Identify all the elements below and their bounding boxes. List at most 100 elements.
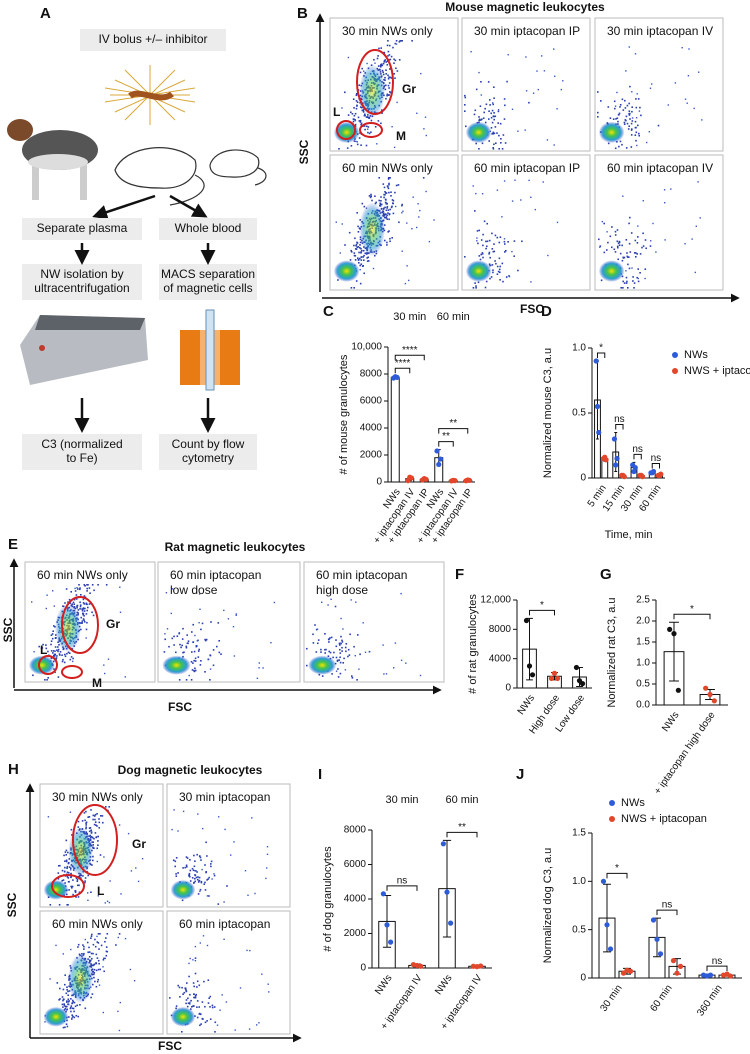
event-dot — [178, 632, 180, 635]
density-core — [465, 121, 492, 144]
event-dot — [485, 280, 488, 283]
event-dot — [385, 69, 387, 71]
event-dot — [63, 1004, 65, 1006]
event-dot — [93, 968, 96, 971]
event-dot — [597, 111, 599, 114]
event-dot — [79, 587, 81, 589]
event-dot — [85, 602, 88, 605]
event-dot — [636, 276, 638, 279]
event-dot — [380, 122, 382, 125]
event-dot — [634, 126, 637, 129]
event-dot — [79, 1004, 81, 1006]
event-dot — [600, 279, 603, 282]
significance-bracket — [633, 453, 642, 460]
event-dot — [270, 642, 272, 644]
event-dot — [379, 203, 382, 206]
event-dot — [226, 885, 228, 887]
step-text: Separate plasma — [37, 221, 128, 235]
event-dot — [476, 230, 479, 232]
event-dot — [251, 817, 253, 819]
event-dot — [94, 938, 96, 941]
event-dot — [44, 1021, 46, 1023]
significance-label: ns — [632, 444, 643, 455]
event-dot — [642, 200, 644, 202]
event-dot — [359, 106, 362, 108]
event-dot — [367, 126, 370, 128]
event-dot — [499, 236, 502, 238]
event-dot — [337, 279, 339, 281]
event-dot — [76, 587, 78, 589]
event-dot — [91, 971, 94, 973]
event-dot — [225, 1001, 228, 1003]
event-dot — [191, 669, 194, 671]
event-dot — [630, 129, 633, 131]
event-dot — [357, 231, 360, 233]
event-dot — [392, 202, 394, 204]
event-dot — [625, 119, 627, 122]
event-dot — [609, 117, 612, 119]
event-dot — [83, 621, 86, 623]
event-dot — [93, 837, 95, 840]
panel-label: A — [40, 5, 51, 22]
data-point — [380, 891, 386, 897]
event-dot — [623, 256, 626, 259]
event-dot — [83, 584, 86, 586]
event-dot — [331, 673, 333, 675]
event-dot — [91, 933, 93, 936]
event-dot — [478, 118, 481, 121]
y-tick-label: 10,000 — [351, 342, 382, 353]
event-dot — [503, 118, 506, 120]
gate-label: Gr — [132, 837, 146, 851]
event-dot — [420, 72, 422, 75]
event-dot — [188, 674, 190, 677]
event-dot — [359, 264, 361, 267]
event-dot — [464, 96, 467, 99]
event-dot — [129, 968, 132, 971]
event-dot — [67, 904, 69, 906]
event-dot — [99, 968, 101, 971]
event-dot — [204, 639, 207, 642]
event-dot — [383, 673, 385, 675]
event-dot — [385, 84, 387, 87]
y-tick-label: 8000 — [360, 369, 383, 380]
event-dot — [620, 287, 622, 289]
event-dot — [232, 626, 235, 628]
event-dot — [209, 654, 211, 656]
event-dot — [55, 637, 57, 639]
event-dot — [94, 832, 97, 834]
event-dot — [614, 251, 617, 253]
event-dot — [631, 267, 633, 269]
event-dot — [701, 119, 703, 121]
event-dot — [599, 245, 602, 247]
event-dot — [636, 93, 638, 95]
event-dot — [341, 639, 343, 642]
event-dot — [385, 673, 388, 675]
event-dot — [598, 238, 600, 241]
event-dot — [513, 255, 515, 257]
event-dot — [118, 824, 121, 826]
event-dot — [74, 587, 76, 590]
event-dot — [182, 810, 185, 813]
event-dot — [71, 603, 73, 605]
event-dot — [354, 119, 356, 121]
event-dot — [339, 644, 341, 646]
event-dot — [360, 123, 362, 126]
event-dot — [65, 839, 68, 842]
event-dot — [75, 877, 78, 880]
event-dot — [386, 64, 389, 66]
event-dot — [366, 260, 369, 262]
event-dot — [71, 1018, 73, 1020]
event-dot — [56, 982, 59, 984]
axis-label: FSC — [520, 302, 544, 316]
event-dot — [335, 221, 337, 223]
event-dot — [354, 237, 356, 240]
event-dot — [637, 225, 639, 227]
event-dot — [644, 268, 647, 270]
event-dot — [375, 201, 377, 204]
event-dot — [387, 55, 389, 57]
event-dot — [488, 118, 490, 120]
event-dot — [386, 214, 388, 216]
event-dot — [62, 953, 64, 955]
event-dot — [475, 285, 477, 287]
event-dot — [77, 946, 79, 948]
